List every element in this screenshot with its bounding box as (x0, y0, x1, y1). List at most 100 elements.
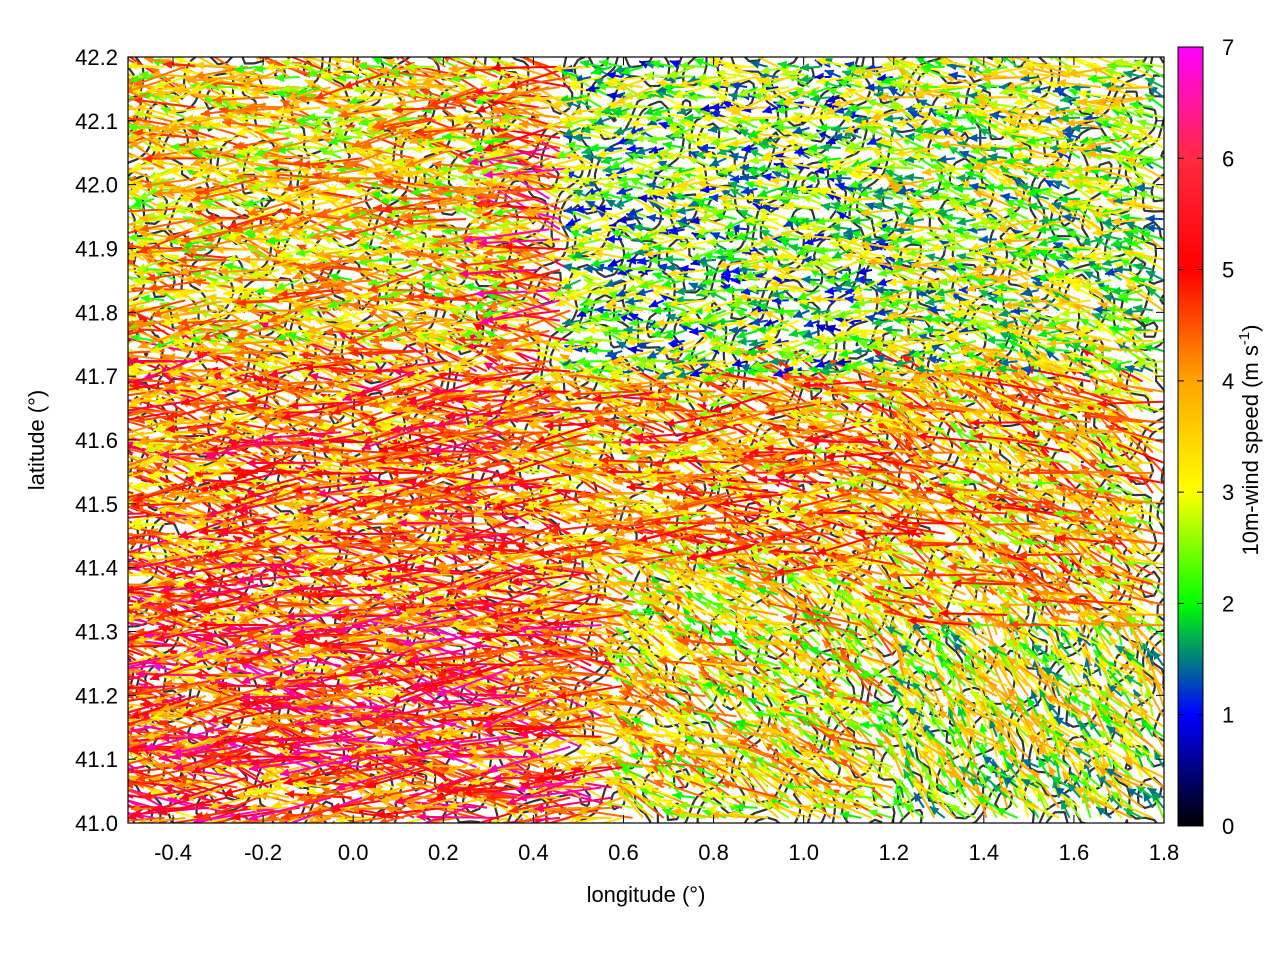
wind-arrow-shaft (128, 786, 134, 790)
wind-arrow-head (111, 783, 121, 791)
wind-arrow (699, 796, 727, 809)
wind-arrow-head (378, 817, 388, 823)
wind-arrow-head (651, 796, 662, 805)
wind-arrow (312, 816, 332, 823)
wind-arrow (62, 775, 134, 799)
wind-arrow-shaft (312, 816, 332, 823)
wind-arrow (734, 802, 758, 812)
wind-arrow (390, 806, 467, 837)
wind-arrow (812, 801, 841, 811)
wind-arrow-head (995, 808, 1006, 816)
wind-arrow-head (350, 804, 360, 814)
wind-arrow-head (855, 789, 866, 799)
wind-arrow-shaft (128, 735, 134, 739)
wind-arrow-head (99, 664, 109, 673)
wind-arrow (128, 799, 155, 809)
wind-arrow (128, 787, 165, 809)
wind-arrow-head (792, 775, 802, 786)
wind-arrow-head (1096, 806, 1107, 816)
wind-arrow-head (416, 812, 426, 822)
wind-arrow-head (1081, 793, 1091, 804)
wind-arrow-head (700, 796, 711, 805)
wind-arrow-head (105, 802, 114, 811)
wind-arrow-head (177, 825, 187, 834)
wind-arrow-head (193, 816, 203, 823)
wind-arrow-head (706, 806, 717, 815)
wind-arrow-head (97, 781, 107, 789)
wind-arrow (854, 788, 883, 809)
wind-arrow-head (114, 663, 124, 672)
wind-arrow-shaft (210, 816, 238, 823)
wind-arrow-head (645, 800, 655, 810)
wind-arrow-head (839, 811, 850, 820)
wind-arrow-head (771, 803, 782, 812)
wind-arrow-shaft (128, 799, 155, 809)
wind-arrow-head (478, 834, 488, 842)
wind-arrow-head (1090, 784, 1099, 795)
wind-arrow (53, 735, 134, 747)
wind-arrow-head (119, 773, 128, 782)
wind-arrow (645, 800, 675, 810)
wind-arrow-head (307, 817, 315, 823)
wind-arrow-head (231, 812, 241, 821)
wind-arrow-head (375, 835, 385, 843)
wind-arrow (892, 795, 905, 819)
wind-arrow-shaft (128, 743, 134, 748)
wind-arrow-shaft (201, 816, 228, 823)
wind-arrow-head (527, 789, 538, 798)
wind-arrow-head (60, 770, 69, 779)
wind-arrow-head (135, 830, 145, 839)
wind-arrow-head (678, 801, 688, 811)
wind-arrow-shaft (422, 806, 467, 823)
wind-arrow-head (78, 722, 88, 730)
wind-arrow-head (62, 775, 72, 783)
wind-arrow (839, 811, 862, 820)
wind-arrow-head (65, 773, 75, 781)
wind-arrow-head (76, 737, 86, 745)
wind-arrow (128, 705, 134, 710)
wind-arrow-head (950, 806, 961, 815)
wind-arrow (1123, 807, 1143, 819)
wind-arrow-head (1061, 800, 1069, 811)
wind-arrow-head (95, 771, 105, 779)
wind-arrow-head (812, 801, 822, 811)
wind-arrow-head (130, 804, 140, 814)
wind-arrow-head (281, 812, 291, 821)
wind-arrow-shaft (530, 816, 550, 823)
wind-arrow-head (118, 657, 127, 666)
wind-arrow-head (893, 796, 902, 807)
wind-arrow-head (929, 806, 940, 816)
wind-arrow (66, 773, 134, 809)
wind-arrow (247, 803, 290, 813)
wind-arrow-shaft (416, 815, 498, 819)
wind-arrow (616, 786, 644, 819)
wind-arrow (678, 801, 706, 811)
wind-arrow (1060, 799, 1071, 819)
wind-arrow-shaft (567, 816, 602, 823)
wind-arrow-head (390, 829, 400, 837)
wind-arrow-head (617, 786, 627, 797)
wind-arrow-head (115, 776, 124, 785)
wind-arrow (671, 807, 717, 819)
wind-arrow-head (229, 818, 237, 823)
wind-arrow-head (53, 738, 62, 747)
wind-arrow-head (113, 730, 122, 739)
wind-arrow-shaft (128, 705, 134, 710)
wind-arrow (567, 816, 602, 823)
wind-arrow-shaft (160, 735, 238, 740)
wind-arrow-head (777, 790, 787, 800)
wind-arrow-head (66, 773, 76, 781)
wind-arrow-head (914, 792, 923, 803)
wind-arrow-head (137, 818, 146, 823)
wind-arrow-head (95, 659, 105, 667)
wind-arrow-shaft (445, 755, 529, 759)
wind-arrow-head (746, 768, 756, 779)
wind-arrow (478, 816, 550, 842)
wind-arrow (776, 789, 800, 809)
wind-arrow-shaft (486, 816, 509, 823)
wind-arrow-head (706, 791, 717, 800)
wind-arrow-shaft (157, 816, 176, 823)
wind-arrow-head (118, 691, 127, 700)
wind-arrow-head (131, 809, 141, 819)
wind-arrow-head (98, 650, 108, 658)
